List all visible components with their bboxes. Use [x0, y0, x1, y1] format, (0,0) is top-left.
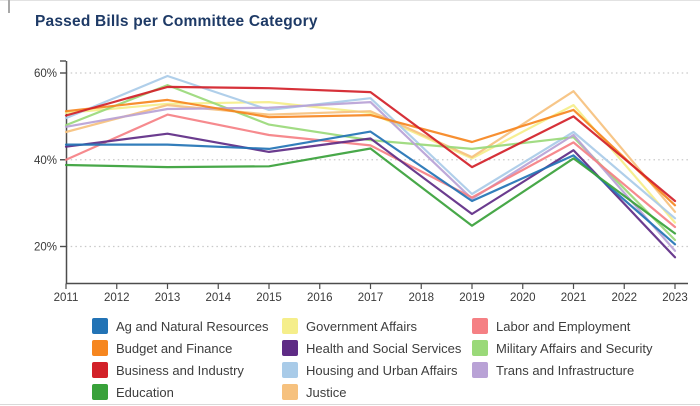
legend-label: Health and Social Services	[306, 340, 462, 356]
legend-swatch	[92, 362, 108, 378]
legend-label: Housing and Urban Affairs	[306, 362, 458, 378]
x-tick-label: 2013	[155, 292, 181, 304]
x-tick-label: 2022	[611, 292, 637, 304]
legend-swatch	[282, 384, 298, 400]
legend-item-trans-and-infrastructure[interactable]: Trans and Infrastructure	[472, 359, 653, 381]
x-tick-label: 2014	[205, 292, 231, 304]
x-tick-label: 2020	[510, 292, 536, 304]
legend-item-labor-and-employment[interactable]: Labor and Employment	[472, 315, 653, 337]
legend-swatch	[282, 340, 298, 356]
x-tick-label: 2012	[104, 292, 130, 304]
legend-label: Military Affairs and Security	[496, 340, 653, 356]
legend-label: Business and Industry	[116, 362, 244, 378]
series-line-education	[64, 147, 677, 235]
legend-item-ag-and-natural-resources[interactable]: Ag and Natural Resources	[92, 315, 268, 337]
series-line-business-and-industry	[64, 85, 677, 203]
top-border-line	[0, 0, 700, 1]
legend-column-2: Government Affairs Health and Social Serv…	[282, 315, 461, 403]
legend-item-budget-and-finance[interactable]: Budget and Finance	[92, 337, 268, 359]
legend-item-justice[interactable]: Justice	[282, 381, 461, 403]
legend-item-health-and-social-services[interactable]: Health and Social Services	[282, 337, 461, 359]
series-line-budget-and-finance	[64, 98, 677, 207]
legend-swatch	[282, 362, 298, 378]
series-line-government-affairs	[64, 100, 677, 224]
legend-item-housing-and-urban-affairs[interactable]: Housing and Urban Affairs	[282, 359, 461, 381]
legend-swatch	[92, 384, 108, 400]
x-tick-label: 2019	[459, 292, 485, 304]
legend-swatch	[92, 318, 108, 334]
series-line-housing-and-urban-affairs	[64, 74, 677, 220]
series-line-health-and-social-services	[64, 132, 677, 259]
x-tick-label: 2023	[662, 292, 688, 304]
legend-item-business-and-industry[interactable]: Business and Industry	[92, 359, 268, 381]
legend-swatch	[472, 340, 488, 356]
x-tick-label: 2018	[408, 292, 434, 304]
legend-column-3: Labor and Employment Military Affairs and…	[472, 315, 653, 381]
legend-label: Budget and Finance	[116, 340, 233, 356]
x-tick-label: 2017	[358, 292, 384, 304]
x-tick-label: 2016	[307, 292, 333, 304]
legend-swatch	[472, 318, 488, 334]
chart-title: Passed Bills per Committee Category	[35, 13, 318, 30]
legend-label: Trans and Infrastructure	[496, 362, 635, 378]
y-tick-label: 40%	[34, 155, 57, 167]
legend-label: Ag and Natural Resources	[116, 318, 269, 334]
x-tick-label: 2011	[54, 292, 79, 304]
legend-item-government-affairs[interactable]: Government Affairs	[282, 315, 461, 337]
legend-item-military-affairs-and-security[interactable]: Military Affairs and Security	[472, 337, 653, 359]
series-line-labor-and-employment	[64, 113, 677, 229]
legend-label: Government Affairs	[306, 318, 418, 334]
legend-item-education[interactable]: Education	[92, 381, 268, 403]
x-tick-label: 2015	[256, 292, 282, 304]
legend-swatch	[282, 318, 298, 334]
bottom-border-line	[0, 404, 700, 405]
legend-label: Labor and Employment	[496, 318, 631, 334]
legend-column-1: Ag and Natural Resources Budget and Finan…	[92, 315, 268, 403]
series-line-military-affairs-and-security	[64, 83, 677, 242]
legend-label: Education	[116, 384, 174, 400]
top-left-edge-artifact	[8, 0, 10, 13]
x-tick-label: 2021	[561, 292, 587, 304]
series-line-justice	[64, 90, 677, 213]
chart-legend: Ag and Natural Resources Budget and Finan…	[0, 315, 700, 405]
y-tick-label: 60%	[34, 68, 57, 80]
y-tick-label: 20%	[34, 242, 57, 254]
legend-swatch	[92, 340, 108, 356]
series-line-ag-and-natural-resources	[64, 130, 677, 246]
series-line-trans-and-infrastructure	[64, 100, 677, 252]
legend-swatch	[472, 362, 488, 378]
legend-label: Justice	[306, 384, 347, 400]
